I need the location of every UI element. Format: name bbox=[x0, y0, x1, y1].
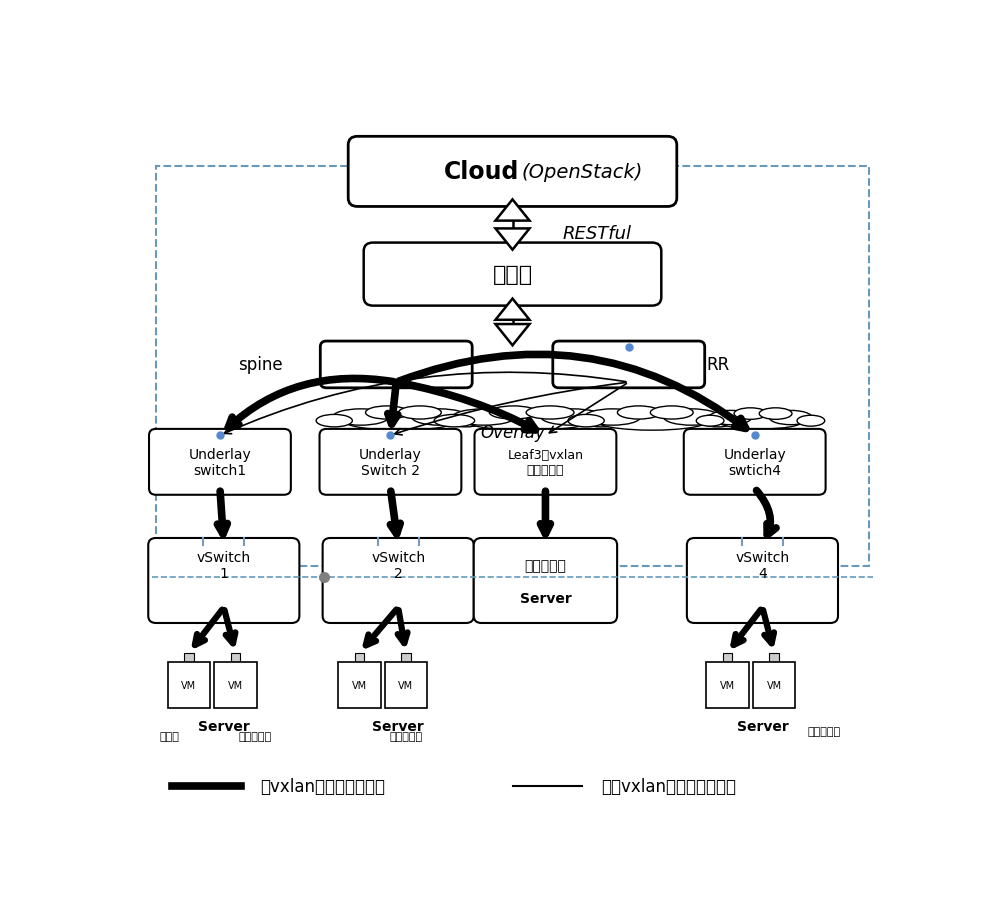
Ellipse shape bbox=[333, 409, 389, 425]
Ellipse shape bbox=[453, 409, 515, 425]
Ellipse shape bbox=[700, 415, 736, 427]
Text: spine: spine bbox=[238, 356, 283, 374]
Ellipse shape bbox=[650, 406, 693, 420]
Bar bbox=[231, 653, 240, 663]
Ellipse shape bbox=[584, 409, 640, 425]
Text: Underlay
switch1: Underlay switch1 bbox=[189, 448, 251, 477]
Text: Overlay: Overlay bbox=[480, 424, 545, 441]
FancyBboxPatch shape bbox=[148, 539, 299, 623]
Ellipse shape bbox=[617, 406, 660, 420]
Ellipse shape bbox=[541, 409, 603, 425]
Text: Server: Server bbox=[372, 719, 424, 733]
Bar bbox=[723, 653, 732, 663]
Text: Server: Server bbox=[520, 592, 571, 606]
Ellipse shape bbox=[664, 409, 720, 425]
Ellipse shape bbox=[734, 408, 767, 420]
Text: VM: VM bbox=[352, 680, 367, 690]
Text: 带vxlan封装的组播报文: 带vxlan封装的组播报文 bbox=[261, 777, 386, 795]
Bar bbox=[706, 663, 749, 709]
Text: RESTful: RESTful bbox=[563, 225, 632, 244]
Ellipse shape bbox=[316, 415, 352, 427]
FancyBboxPatch shape bbox=[687, 539, 838, 623]
Text: Leaf3（vxlan
加解封装）: Leaf3（vxlan 加解封装） bbox=[507, 448, 583, 476]
Text: Cloud: Cloud bbox=[444, 160, 519, 184]
Ellipse shape bbox=[568, 415, 604, 427]
Text: VM: VM bbox=[398, 680, 414, 690]
FancyBboxPatch shape bbox=[320, 429, 461, 495]
Ellipse shape bbox=[465, 413, 591, 431]
Text: VM: VM bbox=[228, 680, 243, 690]
Text: 控制器: 控制器 bbox=[492, 265, 533, 285]
Text: VM: VM bbox=[181, 680, 196, 690]
Ellipse shape bbox=[709, 411, 752, 425]
FancyBboxPatch shape bbox=[323, 539, 474, 623]
Ellipse shape bbox=[696, 415, 724, 426]
FancyBboxPatch shape bbox=[320, 342, 472, 389]
Text: vSwitch
1: vSwitch 1 bbox=[197, 550, 251, 581]
Ellipse shape bbox=[448, 415, 484, 427]
Ellipse shape bbox=[797, 415, 825, 426]
Ellipse shape bbox=[344, 413, 456, 431]
Ellipse shape bbox=[718, 414, 803, 429]
Text: Server: Server bbox=[737, 719, 788, 733]
Ellipse shape bbox=[596, 413, 708, 431]
Ellipse shape bbox=[489, 406, 537, 420]
FancyBboxPatch shape bbox=[474, 539, 617, 623]
Ellipse shape bbox=[759, 408, 792, 420]
Text: vSwitch
2: vSwitch 2 bbox=[371, 550, 425, 581]
Text: vSwitch
4: vSwitch 4 bbox=[735, 550, 790, 581]
Ellipse shape bbox=[581, 415, 622, 427]
FancyBboxPatch shape bbox=[364, 244, 661, 306]
Bar bbox=[385, 663, 427, 709]
FancyBboxPatch shape bbox=[684, 429, 826, 495]
FancyBboxPatch shape bbox=[475, 429, 616, 495]
Text: 组播接收者: 组播接收者 bbox=[524, 559, 566, 573]
Polygon shape bbox=[495, 200, 530, 221]
Text: (OpenStack): (OpenStack) bbox=[522, 163, 643, 182]
Text: RR: RR bbox=[706, 356, 730, 374]
Bar bbox=[156, 167, 869, 567]
Polygon shape bbox=[495, 324, 530, 346]
Ellipse shape bbox=[769, 411, 812, 425]
Text: 组播接收者: 组播接收者 bbox=[238, 732, 271, 742]
Ellipse shape bbox=[526, 406, 574, 420]
Bar bbox=[769, 653, 779, 663]
Bar bbox=[168, 663, 210, 709]
Text: Underlay
swtich4: Underlay swtich4 bbox=[723, 448, 786, 477]
Ellipse shape bbox=[434, 415, 475, 427]
Text: Underlay
Switch 2: Underlay Switch 2 bbox=[359, 448, 422, 477]
FancyBboxPatch shape bbox=[149, 429, 291, 495]
Ellipse shape bbox=[412, 409, 468, 425]
Ellipse shape bbox=[366, 406, 408, 420]
Polygon shape bbox=[495, 300, 530, 321]
Bar bbox=[338, 663, 381, 709]
Bar bbox=[401, 653, 411, 663]
Bar bbox=[214, 663, 257, 709]
Bar bbox=[355, 653, 364, 663]
Text: VM: VM bbox=[767, 680, 782, 690]
FancyBboxPatch shape bbox=[348, 137, 677, 207]
Text: 组播接收者: 组播接收者 bbox=[808, 727, 841, 736]
Text: 不带vxlan封装的组播报文: 不带vxlan封装的组播报文 bbox=[602, 777, 737, 795]
FancyBboxPatch shape bbox=[553, 342, 705, 389]
Ellipse shape bbox=[398, 406, 441, 420]
Polygon shape bbox=[495, 229, 530, 250]
Text: Server: Server bbox=[198, 719, 250, 733]
Text: VM: VM bbox=[720, 680, 735, 690]
Bar bbox=[753, 663, 795, 709]
Text: 组播接收者: 组播接收者 bbox=[389, 732, 423, 742]
Text: 组播源: 组播源 bbox=[160, 732, 180, 742]
Bar bbox=[184, 653, 194, 663]
